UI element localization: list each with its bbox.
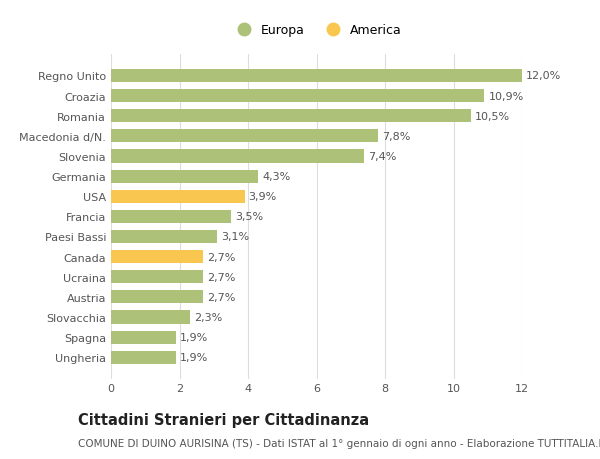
Text: 3,9%: 3,9% [248,192,277,202]
Text: 10,9%: 10,9% [488,91,524,101]
Bar [111,130,378,143]
Text: 10,5%: 10,5% [475,112,510,122]
Bar [111,291,203,304]
Legend: Europa, America: Europa, America [226,19,407,42]
Bar [111,190,245,203]
Bar [111,210,231,224]
Text: 3,5%: 3,5% [235,212,263,222]
Text: 12,0%: 12,0% [526,71,562,81]
Bar [111,170,258,183]
Bar [111,150,364,163]
Bar [111,90,484,103]
Bar [111,311,190,324]
Text: 7,4%: 7,4% [368,151,397,162]
Text: 3,1%: 3,1% [221,232,250,242]
Text: COMUNE DI DUINO AURISINA (TS) - Dati ISTAT al 1° gennaio di ogni anno - Elaboraz: COMUNE DI DUINO AURISINA (TS) - Dati IST… [78,438,600,448]
Bar [111,230,217,243]
Text: 7,8%: 7,8% [382,132,410,141]
Text: Cittadini Stranieri per Cittadinanza: Cittadini Stranieri per Cittadinanza [78,413,369,428]
Text: 4,3%: 4,3% [262,172,290,182]
Text: 2,7%: 2,7% [208,272,236,282]
Text: 2,7%: 2,7% [208,292,236,302]
Text: 2,7%: 2,7% [208,252,236,262]
Bar [111,331,176,344]
Text: 2,3%: 2,3% [194,312,222,322]
Bar [111,271,203,284]
Bar [111,351,176,364]
Bar [111,70,522,83]
Text: 1,9%: 1,9% [180,353,208,363]
Bar [111,110,470,123]
Bar [111,251,203,263]
Text: 1,9%: 1,9% [180,332,208,342]
